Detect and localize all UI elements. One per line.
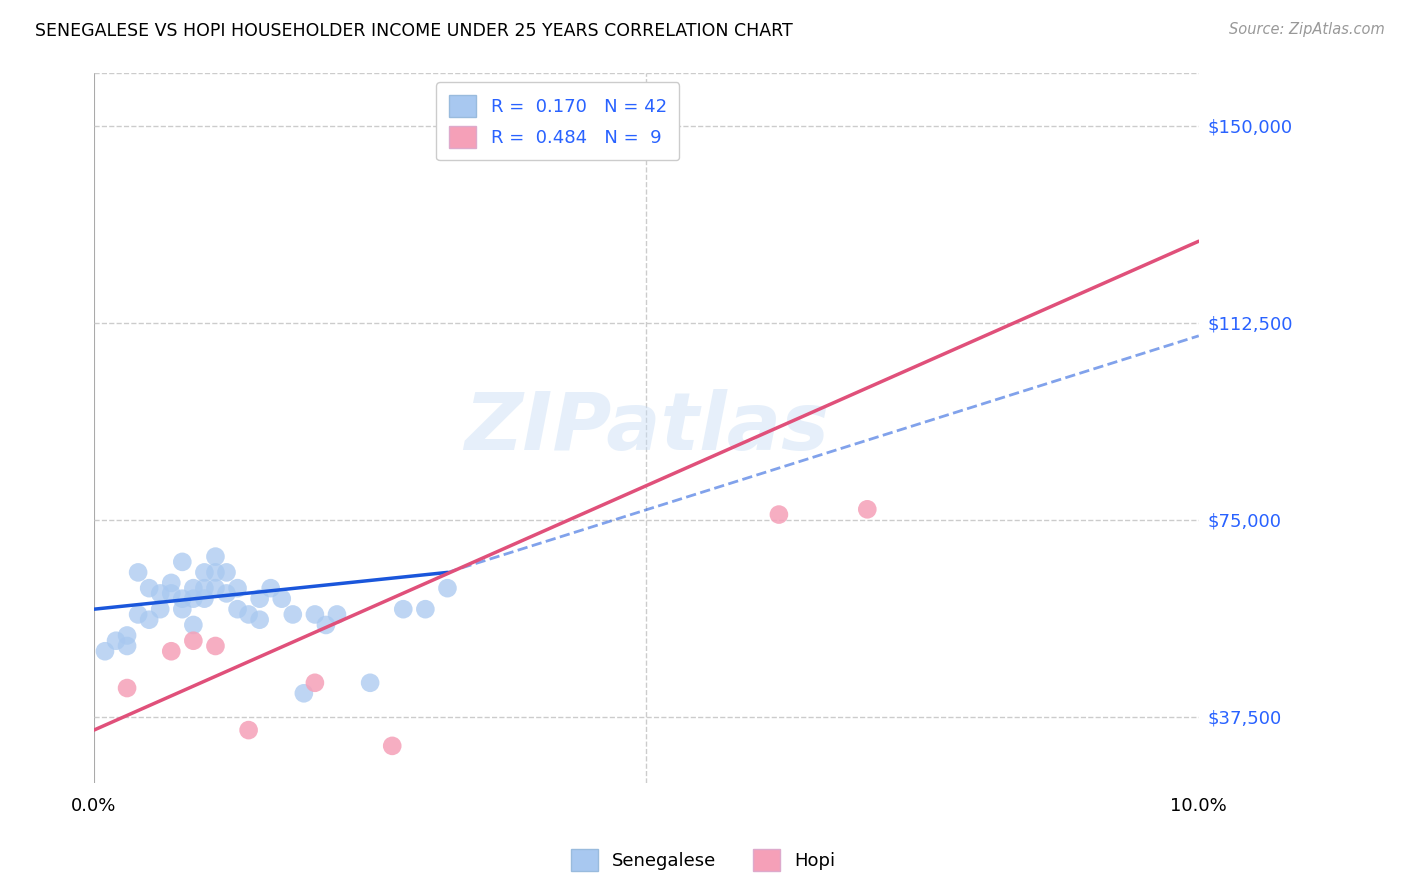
Hopi (768, 508, 790, 522)
Hopi (856, 502, 879, 516)
Senegalese (415, 602, 437, 616)
Senegalese (193, 591, 215, 606)
Senegalese (204, 549, 226, 564)
Senegalese (127, 566, 149, 580)
Senegalese (315, 618, 337, 632)
Senegalese (115, 628, 138, 642)
Senegalese (226, 602, 249, 616)
Senegalese (149, 586, 172, 600)
Senegalese (183, 581, 205, 595)
Hopi (304, 675, 326, 690)
Senegalese (183, 618, 205, 632)
Hopi (115, 681, 138, 695)
Hopi (381, 739, 404, 753)
Senegalese (436, 581, 458, 595)
Legend: R =  0.170   N = 42, R =  0.484   N =  9: R = 0.170 N = 42, R = 0.484 N = 9 (436, 82, 679, 161)
Hopi (183, 633, 205, 648)
Senegalese (281, 607, 304, 622)
Senegalese (304, 607, 326, 622)
Senegalese (392, 602, 415, 616)
Senegalese (193, 566, 215, 580)
Senegalese (238, 607, 260, 622)
Senegalese (359, 675, 381, 690)
Senegalese (326, 607, 349, 622)
Senegalese (249, 591, 271, 606)
Senegalese (204, 566, 226, 580)
Senegalese (138, 581, 160, 595)
Senegalese (292, 686, 315, 700)
Text: Source: ZipAtlas.com: Source: ZipAtlas.com (1229, 22, 1385, 37)
Senegalese (160, 586, 183, 600)
Senegalese (172, 591, 194, 606)
Senegalese (115, 639, 138, 653)
Text: ZIPatlas: ZIPatlas (464, 389, 830, 467)
Senegalese (226, 581, 249, 595)
Senegalese (270, 591, 292, 606)
Senegalese (204, 581, 226, 595)
Senegalese (260, 581, 283, 595)
Senegalese (193, 581, 215, 595)
Senegalese (215, 586, 238, 600)
Hopi (160, 644, 183, 658)
Senegalese (183, 591, 205, 606)
Senegalese (215, 566, 238, 580)
Senegalese (160, 575, 183, 590)
Senegalese (127, 607, 149, 622)
Hopi (204, 639, 226, 653)
Legend: Senegalese, Hopi: Senegalese, Hopi (564, 842, 842, 879)
Senegalese (249, 613, 271, 627)
Senegalese (172, 555, 194, 569)
Senegalese (138, 613, 160, 627)
Senegalese (94, 644, 117, 658)
Senegalese (172, 602, 194, 616)
Hopi (238, 723, 260, 737)
Senegalese (105, 633, 128, 648)
Text: SENEGALESE VS HOPI HOUSEHOLDER INCOME UNDER 25 YEARS CORRELATION CHART: SENEGALESE VS HOPI HOUSEHOLDER INCOME UN… (35, 22, 793, 40)
Senegalese (149, 602, 172, 616)
